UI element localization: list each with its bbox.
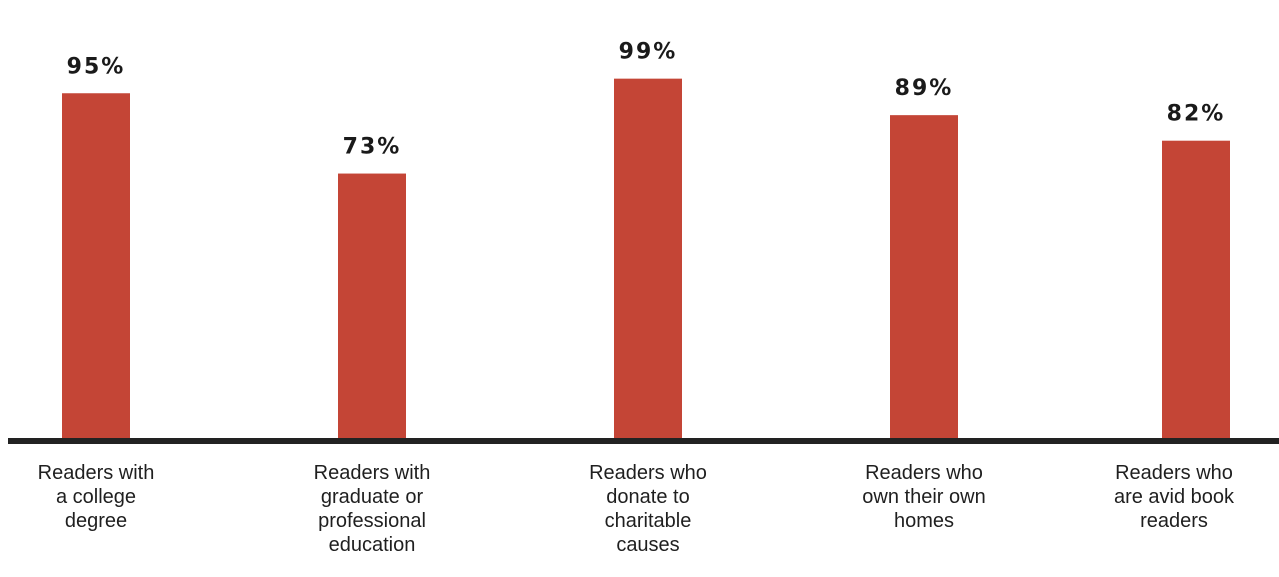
x-axis-line (8, 438, 1279, 444)
bar-5 (1162, 140, 1230, 440)
category-label-1: Readers with a college degree (37, 462, 155, 532)
category-label-2: Readers with graduate or professional ed… (313, 462, 431, 556)
value-label-1: 95% (67, 54, 126, 79)
value-labels-group: 95% 73% 99% 89% 82% (67, 40, 1226, 160)
value-label-5: 82% (1167, 102, 1226, 127)
bars-group (62, 78, 1230, 441)
bar-2 (338, 173, 406, 441)
category-label-5: Readers who are avid book readers (1113, 462, 1235, 532)
value-label-4: 89% (895, 76, 954, 101)
bar-1 (62, 93, 130, 440)
category-label-3: Readers who donate to charitable causes (589, 462, 707, 556)
bar-4 (890, 115, 958, 441)
value-label-3: 99% (619, 40, 678, 65)
bar-3 (614, 78, 682, 441)
value-label-2: 73% (343, 135, 402, 160)
category-label-4: Readers who own their own homes (862, 462, 986, 532)
